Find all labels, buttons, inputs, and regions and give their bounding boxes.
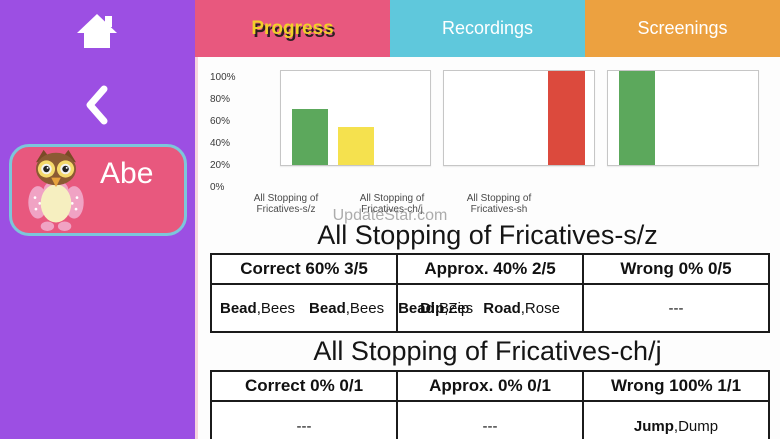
sidebar: Abe [0, 0, 195, 439]
back-chevron-icon [86, 85, 108, 125]
tab-screenings-label: Screenings [637, 18, 728, 38]
x-label-sh-line1: All Stopping of [466, 193, 532, 204]
bar-correct-sz [292, 108, 328, 165]
x-label-sh-line2: Fricatives-sh [470, 204, 528, 215]
content-left-edge [195, 57, 198, 439]
y-tick-100: 100% [210, 72, 236, 83]
x-label-sz-line2: Fricatives-s/z [256, 204, 316, 215]
bar-correct-sh [619, 71, 655, 165]
x-label-chj: All Stopping of Fricatives-ch/j [330, 193, 454, 215]
owl-avatar-icon [28, 149, 84, 232]
column-header-approx: Approx. 40% 2/5 [396, 253, 584, 285]
cell-wrong-words: Jump,Dump [582, 400, 770, 439]
y-tick-20: 20% [210, 160, 231, 171]
cell-wrong-words: --- [582, 283, 770, 333]
bar-approx-sz [338, 127, 374, 165]
x-label-chj-line2: Fricatives-ch/j [361, 204, 423, 215]
table-header-row: Correct 0% 0/1 Approx. 0% 0/1 Wrong 100%… [210, 370, 770, 402]
table-header-row: Correct 60% 3/5 Approx. 40% 2/5 Wrong 0%… [210, 253, 770, 285]
tab-recordings-label: Recordings [441, 18, 534, 38]
y-tick-0: 0% [210, 182, 225, 193]
section-title-sz: All Stopping of Fricatives-s/z [317, 220, 658, 250]
cell-correct-words: --- [210, 400, 398, 439]
x-label-chj-line1: All Stopping of [359, 193, 425, 204]
tab-progress[interactable]: Progress [195, 0, 390, 57]
x-label-sz: All Stopping of Fricatives-s/z [224, 193, 348, 215]
y-tick-60: 60% [210, 116, 231, 127]
bar-wrong-chj [548, 71, 585, 165]
cell-approx-words: --- [396, 400, 584, 439]
results-table-chj: Correct 0% 0/1 Approx. 0% 0/1 Wrong 100%… [210, 370, 770, 439]
cell-correct-words: Bead,Bees Bead,Bees Bead,Bees [210, 283, 473, 333]
column-header-wrong: Wrong 0% 0/5 [582, 253, 770, 285]
tab-recordings[interactable]: Recordings [390, 0, 585, 57]
tab-progress-label: Progress [251, 17, 334, 39]
y-tick-40: 40% [210, 138, 231, 149]
y-tick-80: 80% [210, 94, 231, 105]
column-header-correct: Correct 0% 0/1 [210, 370, 398, 402]
cell-approx-words: Dip,Zip Road,Rose [396, 283, 584, 333]
results-table-sz: Correct 60% 3/5 Approx. 40% 2/5 Wrong 0%… [210, 253, 770, 333]
column-header-approx: Approx. 0% 0/1 [396, 370, 584, 402]
x-label-sh: All Stopping of Fricatives-sh [437, 193, 561, 215]
tab-screenings[interactable]: Screenings [585, 0, 780, 57]
profile-name: Abe [100, 157, 154, 190]
column-header-correct: Correct 60% 3/5 [210, 253, 398, 285]
x-label-sz-line1: All Stopping of [253, 193, 319, 204]
chart-panel-chj [443, 70, 595, 166]
watermark: UpdateStar.com [332, 207, 448, 224]
back-button[interactable] [82, 84, 112, 126]
section-title-chj: All Stopping of Fricatives-ch/j [313, 336, 662, 366]
table-body-row: Bead,Bees Bead,Bees Bead,Bees Dip,Zip Road,… [210, 283, 770, 333]
home-button[interactable] [74, 10, 120, 54]
table-body-row: --- --- Jump,Dump [210, 400, 770, 439]
home-icon [77, 14, 117, 48]
profile-card[interactable]: Abe [9, 144, 187, 236]
column-header-wrong: Wrong 100% 1/1 [582, 370, 770, 402]
chart-panel-sz [280, 70, 431, 166]
chart-panel-sh [607, 70, 759, 166]
